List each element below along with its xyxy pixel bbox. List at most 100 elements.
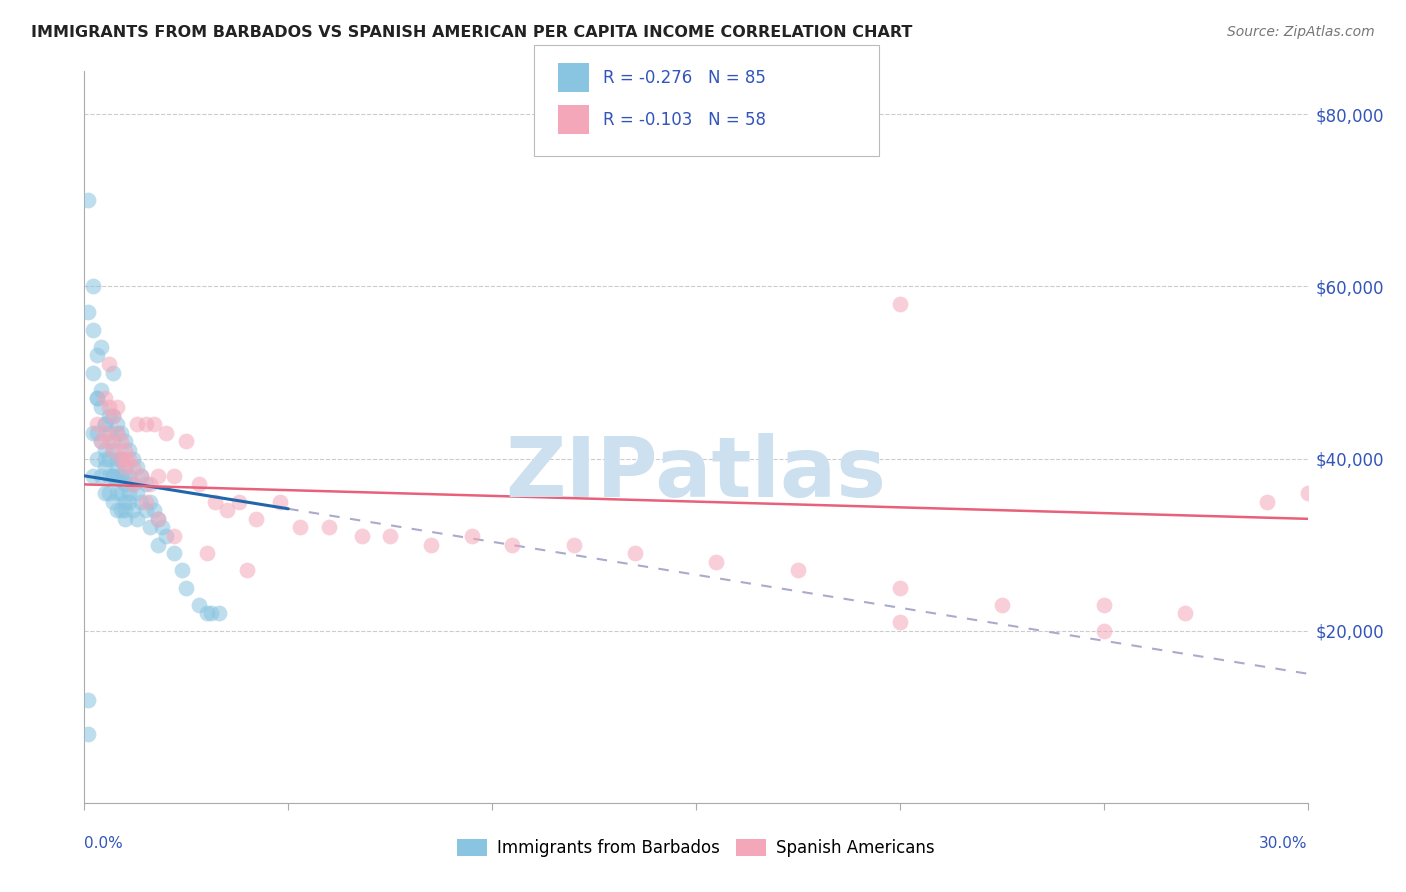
Point	[114, 451, 136, 466]
Point	[127, 486, 149, 500]
Point	[380, 529, 402, 543]
Point	[118, 494, 141, 508]
Legend: Immigrants from Barbados, Spanish Americans: Immigrants from Barbados, Spanish Americ…	[450, 832, 942, 864]
Point	[138, 494, 160, 508]
Point	[77, 194, 100, 208]
Point	[122, 503, 145, 517]
Point	[93, 442, 115, 457]
Point	[86, 348, 108, 362]
Point	[127, 460, 149, 475]
Point	[118, 468, 141, 483]
Point	[195, 607, 218, 621]
Point	[93, 417, 115, 432]
Point	[127, 417, 149, 432]
Point	[1092, 598, 1115, 612]
Point	[114, 460, 136, 475]
Text: ZIPatlas: ZIPatlas	[506, 434, 886, 514]
Point	[146, 512, 169, 526]
Point	[86, 392, 108, 406]
Point	[204, 494, 226, 508]
Point	[101, 442, 124, 457]
Point	[217, 503, 239, 517]
Point	[90, 434, 112, 449]
Point	[105, 451, 128, 466]
Point	[101, 468, 124, 483]
Point	[82, 468, 104, 483]
Point	[163, 468, 186, 483]
Point	[142, 417, 165, 432]
Point	[174, 434, 197, 449]
Point	[131, 468, 153, 483]
Point	[82, 425, 104, 440]
Point	[82, 366, 104, 380]
Point	[562, 538, 585, 552]
Point	[90, 468, 112, 483]
Point	[1256, 494, 1278, 508]
Point	[706, 555, 728, 569]
Point	[86, 451, 108, 466]
Point	[110, 468, 132, 483]
Point	[101, 409, 124, 423]
Point	[187, 598, 209, 612]
Point	[624, 546, 647, 560]
Point	[146, 538, 169, 552]
Point	[110, 451, 132, 466]
Point	[110, 425, 132, 440]
Point	[1174, 607, 1197, 621]
Point	[105, 468, 128, 483]
Point	[122, 460, 145, 475]
Point	[502, 538, 524, 552]
Point	[110, 486, 132, 500]
Point	[110, 451, 132, 466]
Point	[93, 460, 115, 475]
Point	[146, 512, 169, 526]
Point	[90, 340, 112, 354]
Point	[82, 279, 104, 293]
Point	[131, 468, 153, 483]
Point	[787, 564, 810, 578]
Point	[82, 322, 104, 336]
Point	[77, 305, 100, 319]
Point	[101, 366, 124, 380]
Point	[114, 442, 136, 457]
Point	[114, 494, 136, 508]
Point	[174, 581, 197, 595]
Point	[991, 598, 1014, 612]
Point	[187, 477, 209, 491]
Point	[101, 442, 124, 457]
Point	[97, 425, 120, 440]
Point	[105, 460, 128, 475]
Point	[138, 520, 160, 534]
Point	[146, 468, 169, 483]
Point	[889, 581, 911, 595]
Point	[350, 529, 373, 543]
Point	[127, 512, 149, 526]
Point	[135, 417, 157, 432]
Point	[163, 529, 186, 543]
Point	[105, 425, 128, 440]
Point	[97, 400, 120, 414]
Point	[93, 486, 115, 500]
Point	[122, 451, 145, 466]
Point	[114, 434, 136, 449]
Point	[110, 451, 132, 466]
Point	[889, 615, 911, 629]
Point	[86, 425, 108, 440]
Point	[1092, 624, 1115, 638]
Point	[97, 357, 120, 371]
Point	[114, 512, 136, 526]
Point	[101, 494, 124, 508]
Point	[93, 425, 115, 440]
Point	[105, 503, 128, 517]
Point	[93, 451, 115, 466]
Point	[114, 477, 136, 491]
Point	[101, 409, 124, 423]
Point	[172, 564, 194, 578]
Point	[228, 494, 250, 508]
Point	[200, 607, 222, 621]
Point	[142, 503, 165, 517]
Point	[269, 494, 291, 508]
Point	[86, 417, 108, 432]
Point	[290, 520, 312, 534]
Point	[97, 451, 120, 466]
